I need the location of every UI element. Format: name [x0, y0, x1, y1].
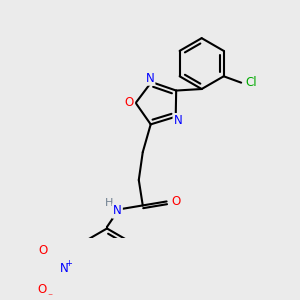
Text: N: N [146, 72, 154, 85]
Text: O: O [125, 96, 134, 110]
Text: ⁻: ⁻ [47, 292, 52, 300]
Text: N: N [60, 262, 68, 275]
Text: N: N [113, 205, 122, 218]
Text: N: N [174, 114, 182, 127]
Text: H: H [105, 198, 114, 208]
Text: O: O [39, 244, 48, 257]
Text: O: O [37, 283, 46, 296]
Text: +: + [65, 259, 72, 268]
Text: O: O [172, 195, 181, 208]
Text: Cl: Cl [245, 76, 256, 89]
